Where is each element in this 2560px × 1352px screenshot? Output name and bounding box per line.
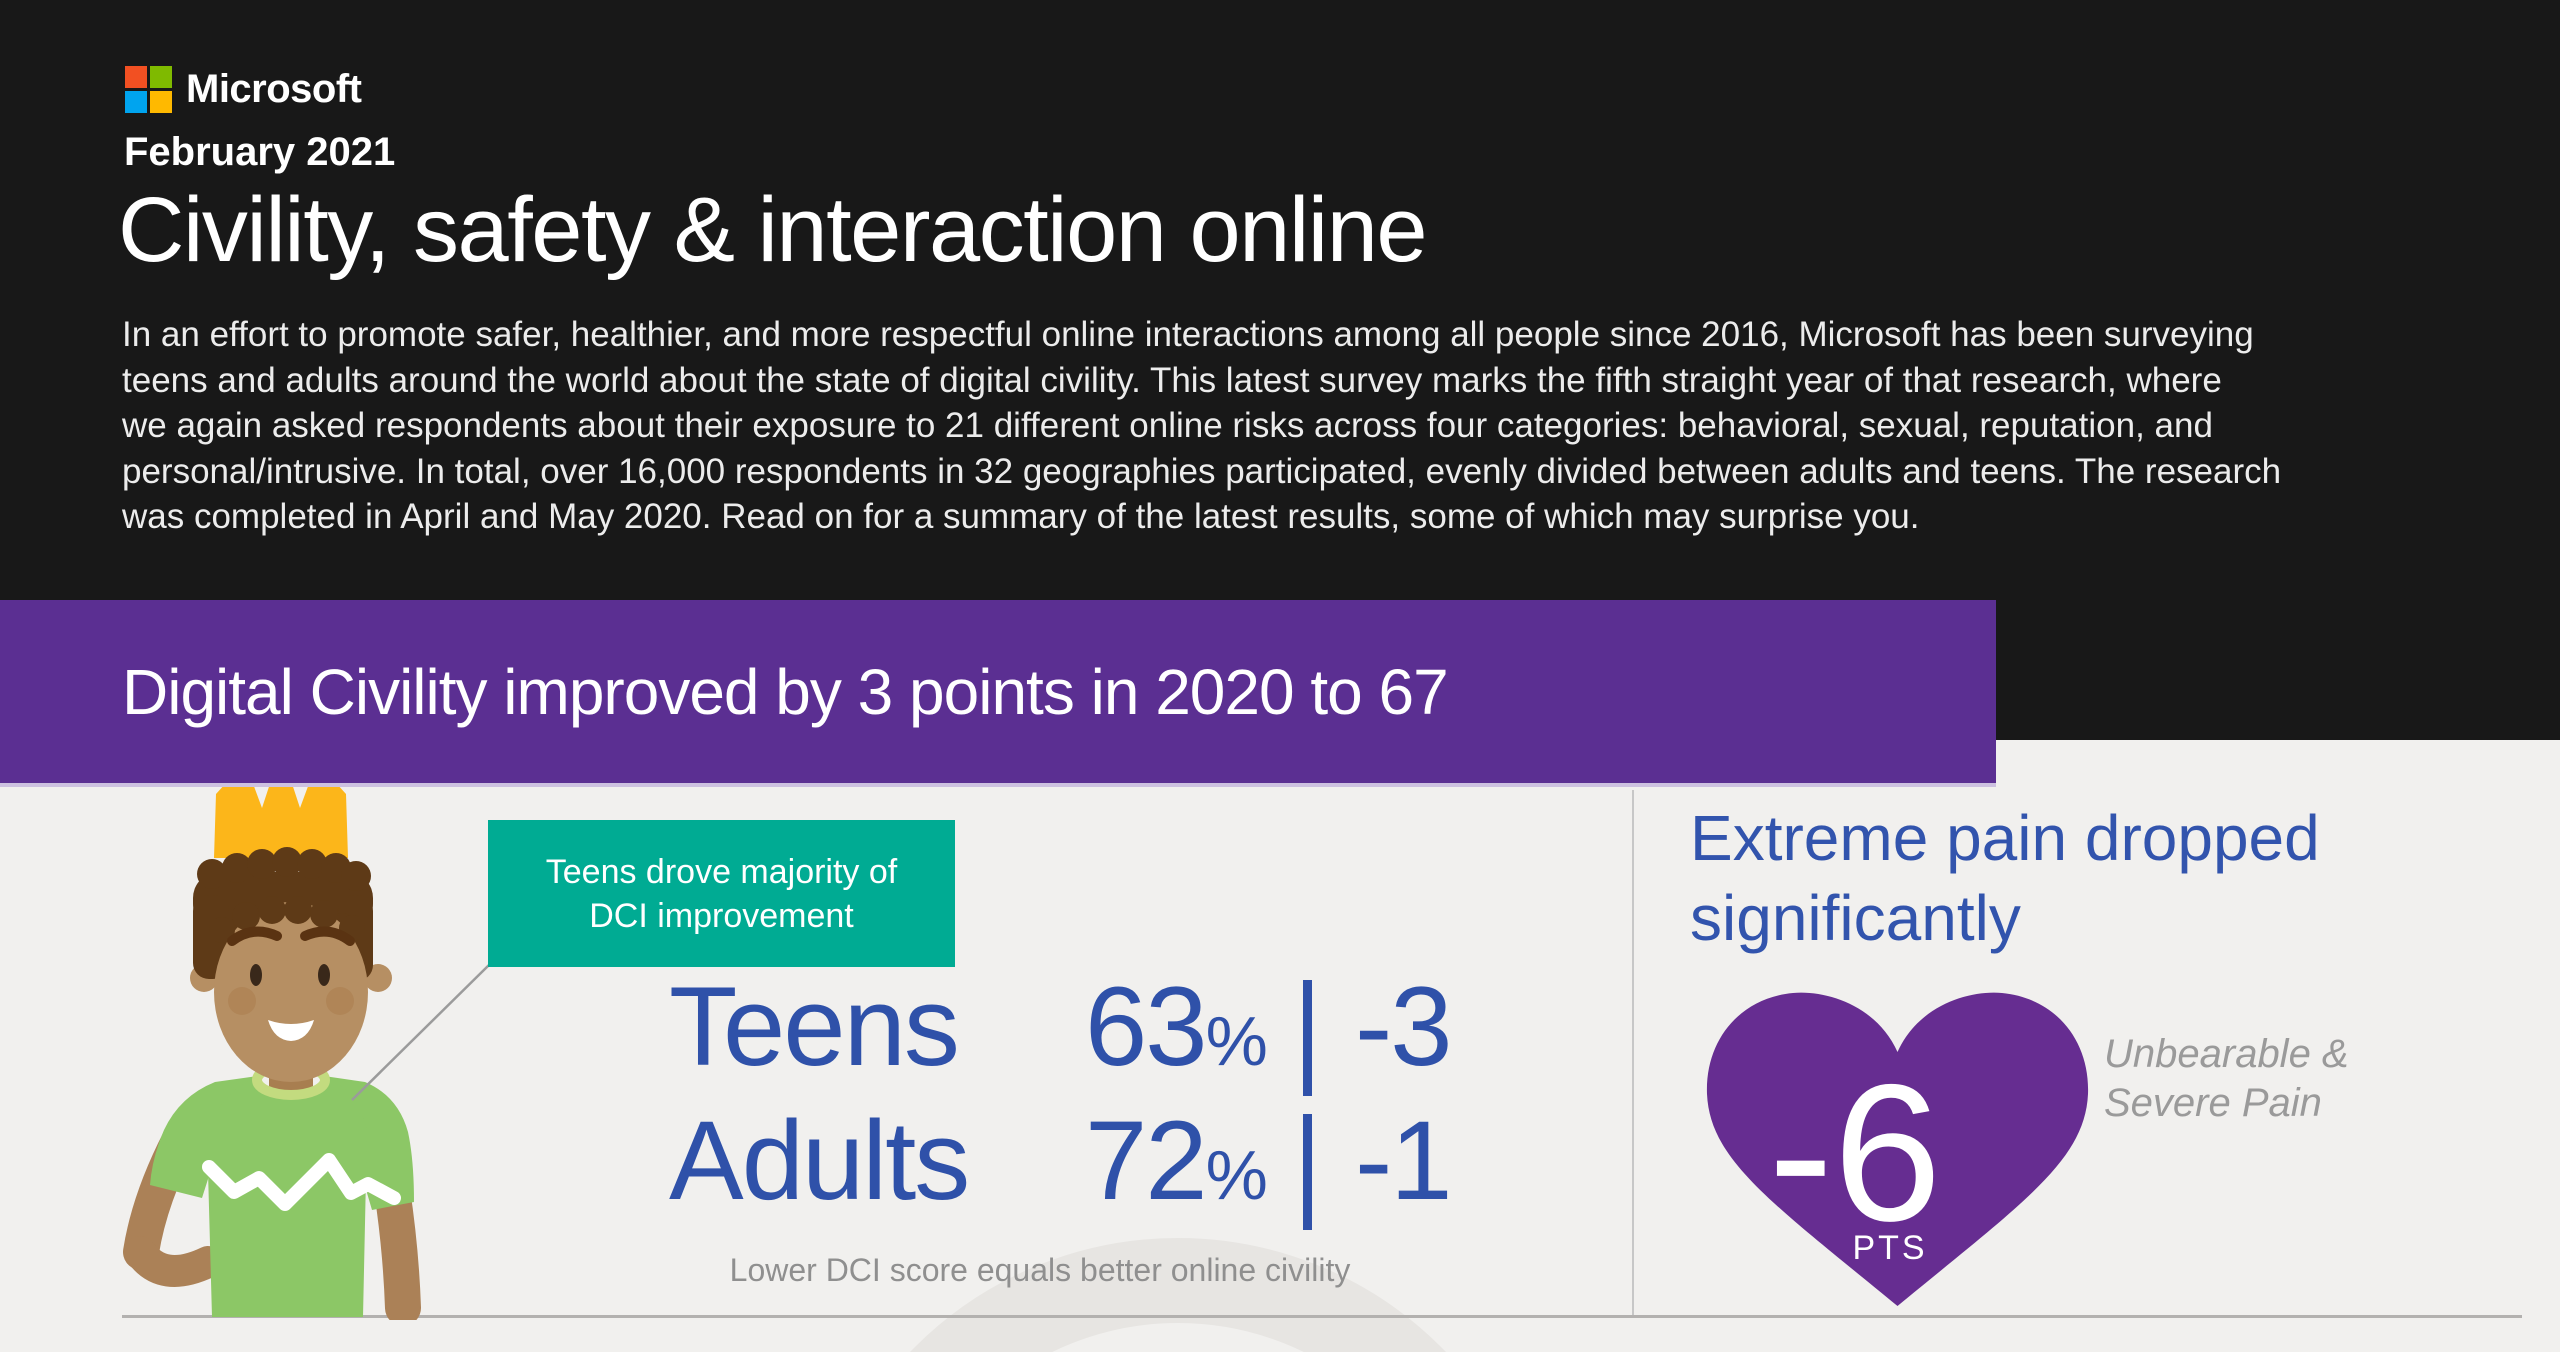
vertical-divider	[1632, 790, 1634, 1317]
logo-square-blue	[125, 90, 147, 113]
logo-square-green	[150, 65, 172, 88]
brand-row: Microsoft	[125, 64, 362, 114]
dci-footnote: Lower DCI score equals better online civ…	[729, 1252, 1351, 1288]
logo-square-yellow	[150, 90, 172, 113]
microsoft-logo-icon	[125, 65, 172, 113]
right-section-heading: Extreme pain dropped significantly	[1690, 802, 2320, 954]
character-right-eyebrow	[300, 926, 355, 946]
publication-date: February 2021	[124, 130, 396, 174]
stat-label: Teens	[669, 964, 960, 1089]
character-fringe	[209, 896, 365, 943]
callout-box: Teens drove majority of DCI improvement	[488, 820, 955, 967]
stat-label: Adults	[669, 1098, 970, 1223]
intro-paragraph: In an effort to promote safer, healthier…	[122, 315, 2282, 536]
character-left-eyebrow	[227, 926, 282, 946]
heart-shape	[1706, 992, 2089, 1306]
heart-icon: -6 PTS	[1706, 992, 2089, 1306]
stat-separator-bar	[1303, 980, 1312, 1096]
character-right-eye	[318, 964, 330, 986]
logo-square-red	[125, 65, 147, 88]
shirt-zigzag-pattern	[202, 1153, 401, 1211]
character-left-hand	[124, 1236, 224, 1287]
section-banner: Digital Civility improved by 3 points in…	[0, 600, 1996, 787]
stat-separator-bar	[1303, 1114, 1312, 1230]
percent-sign: %	[1205, 1136, 1268, 1214]
brand-name: Microsoft	[186, 66, 362, 111]
character-face	[214, 902, 368, 1082]
character-smile	[268, 1020, 314, 1041]
teen-character-illustration	[123, 750, 421, 1320]
percent-sign: %	[1205, 1002, 1268, 1080]
stat-row-teens: Teens 63% -3	[669, 962, 1509, 1112]
character-left-blush	[228, 987, 256, 1015]
heart-unit: PTS	[1852, 1229, 1927, 1267]
stat-delta: -1	[1355, 1098, 1453, 1223]
pain-scale-note: Unbearable & Severe Pain	[2104, 1032, 2349, 1125]
callout-text: Teens drove majority of DCI improvement	[545, 852, 898, 935]
stat-value: 63%	[1085, 964, 1268, 1089]
stat-row-adults: Adults 72% -1	[669, 1096, 1509, 1246]
horizontal-rule	[122, 1315, 2522, 1318]
heart-value: -6	[1768, 1044, 1941, 1262]
character-right-arm	[374, 1172, 421, 1320]
character-right-blush	[326, 987, 354, 1015]
section-banner-title: Digital Civility improved by 3 points in…	[122, 655, 1449, 728]
character-left-eye	[250, 964, 262, 986]
page-title: Civility, safety & interaction online	[118, 179, 1428, 281]
stat-delta: -3	[1355, 964, 1453, 1089]
stat-value: 72%	[1085, 1098, 1268, 1223]
